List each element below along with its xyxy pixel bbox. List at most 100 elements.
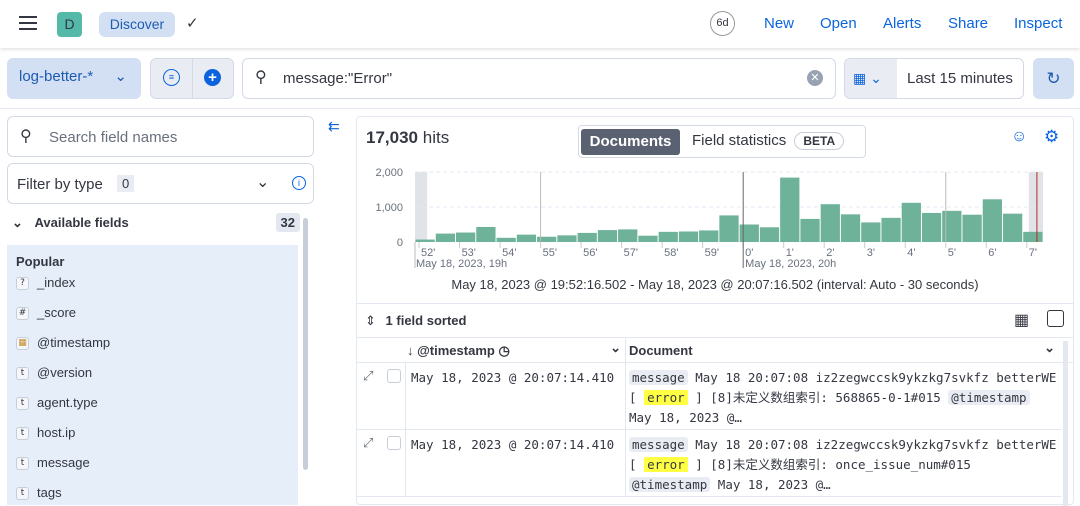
filter-menu-icon[interactable]: ≡ <box>163 69 180 86</box>
histogram-bar <box>759 227 780 242</box>
histogram-bar <box>557 235 577 242</box>
filter-label: Filter by type <box>17 176 103 193</box>
top-header: D Discover ✓ 6d New Open Alerts Share In… <box>0 0 1080 48</box>
date-type-icon: ▦ <box>16 337 29 351</box>
field-item[interactable]: t agent.type <box>16 395 98 411</box>
table-view-icon[interactable]: ▦ <box>1014 312 1030 329</box>
open-link[interactable]: Open <box>820 15 857 32</box>
histogram-bar <box>618 229 638 242</box>
available-fields-header[interactable]: ⌄ Available fields 32 <box>12 213 300 232</box>
clear-icon[interactable]: ✕ <box>807 70 823 86</box>
histogram-bar <box>435 233 456 242</box>
ai-assistant-icon[interactable]: ☺ <box>1011 128 1028 145</box>
histogram-bar <box>1023 231 1043 242</box>
histogram-bar <box>840 214 861 242</box>
field-item[interactable]: ▦ @timestamp <box>16 335 111 351</box>
main-panel: 17,030 hits Documents Field statistics B… <box>356 116 1074 506</box>
field-search-input[interactable]: ⚲ Search field names <box>7 116 314 157</box>
sidebar: ⚲ Search field names Filter by type 0 ⌄ … <box>0 110 340 505</box>
collapse-sidebar-icon[interactable]: ⇇ <box>328 118 340 134</box>
popular-fields-section <box>7 245 298 505</box>
expand-icon[interactable]: ⤢ <box>363 435 374 450</box>
share-link[interactable]: Share <box>948 15 989 32</box>
unknown-type-icon: ? <box>16 277 29 291</box>
data-view-selector[interactable]: log-better-* ⌄ <box>7 58 141 99</box>
gear-icon[interactable]: ⚙ <box>1044 127 1060 146</box>
sidebar-scrollbar[interactable] <box>303 218 308 470</box>
glasses-icon[interactable]: 6d <box>710 11 735 36</box>
field-key-tag: @timestamp <box>948 390 1030 405</box>
x-tick-label: 52' <box>421 247 435 259</box>
field-key-tag: @timestamp <box>629 477 711 492</box>
row-checkbox[interactable] <box>387 436 401 450</box>
x-tick-label: 1' <box>786 247 794 259</box>
histogram-bar <box>638 235 658 242</box>
column-document[interactable]: Document ⌄ <box>629 340 1055 358</box>
y-tick-label: 2,000 <box>375 167 403 179</box>
query-bar: log-better-* ⌄ ≡ + ⚲ message:"Error" ✕ ▦ … <box>0 49 1080 109</box>
avatar[interactable]: D <box>57 12 82 37</box>
query-input[interactable]: ⚲ message:"Error" ✕ <box>242 58 836 99</box>
field-item[interactable]: t @version <box>16 365 92 381</box>
fullscreen-icon[interactable] <box>1047 310 1064 327</box>
field-item[interactable]: t message <box>16 455 90 471</box>
histogram-bar <box>678 231 699 242</box>
histogram-bar <box>496 237 516 242</box>
breadcrumb-discover[interactable]: Discover <box>99 12 175 37</box>
x-tick-label: 4' <box>907 247 915 259</box>
tab-documents[interactable]: Documents <box>581 129 680 155</box>
row-document: message May 18 20:07:08 iz2zegwccsk9ykzk… <box>629 437 1057 492</box>
time-range-caption: May 18, 2023 @ 19:52:16.502 - May 18, 20… <box>451 277 979 292</box>
histogram-bar <box>597 230 618 242</box>
add-filter-icon[interactable]: + <box>204 69 221 86</box>
x-tick-label: 6' <box>988 247 996 259</box>
histogram-bar <box>476 226 496 242</box>
table-scrollbar[interactable] <box>1063 341 1068 506</box>
string-type-icon: t <box>16 367 29 381</box>
filter-by-type[interactable]: Filter by type 0 ⌄ i <box>7 163 314 204</box>
x-sub-label: May 18, 2023, 20h <box>745 258 836 270</box>
view-tabs: Documents Field statistics BETA <box>578 125 866 158</box>
field-name: agent.type <box>37 395 98 410</box>
histogram-bar <box>881 217 901 242</box>
column-timestamp[interactable]: ↓ @timestamp ◷ ⌄ <box>407 340 621 358</box>
histogram-bar <box>739 224 759 242</box>
histogram-bar <box>962 214 982 242</box>
row-checkbox[interactable] <box>387 369 401 383</box>
histogram-bar <box>982 199 1002 242</box>
field-item[interactable]: t host.ip <box>16 425 76 441</box>
histogram-bar <box>456 232 476 242</box>
row-timestamp: May 18, 2023 @ 20:07:14.410 <box>411 437 615 452</box>
field-item[interactable]: t tags <box>16 485 62 501</box>
menu-icon[interactable] <box>19 16 37 30</box>
new-link[interactable]: New <box>764 15 795 32</box>
field-item[interactable]: ? _index <box>16 275 75 291</box>
search-icon: ⚲ <box>255 69 267 86</box>
beta-badge: BETA <box>794 132 845 150</box>
clock-icon: ◷ <box>498 343 510 358</box>
refresh-button[interactable]: ↻ <box>1033 58 1074 99</box>
tab-field-statistics[interactable]: Field statistics BETA <box>692 132 845 150</box>
expand-icon[interactable]: ⤢ <box>363 368 374 383</box>
histogram-chart: 2,000 1,000 0 52' 53' 54' 55' 56' 57' 58' 59' 0' 1' 2… <box>375 167 1043 270</box>
sort-indicator[interactable]: ⇕ 1 field sorted <box>365 313 467 328</box>
field-key-tag: message <box>629 370 688 385</box>
histogram-bar <box>537 236 557 242</box>
histogram-bar <box>921 212 942 242</box>
field-name: host.ip <box>37 425 76 440</box>
inspect-link[interactable]: Inspect <box>1014 15 1063 32</box>
field-item[interactable]: # _score <box>16 305 76 321</box>
histogram-bar <box>942 210 962 242</box>
field-name: @timestamp <box>37 335 111 350</box>
check-icon[interactable]: ✓ <box>186 15 199 32</box>
date-picker[interactable]: ▦ ⌄ Last 15 minutes <box>844 58 1024 99</box>
time-range-label: Last 15 minutes <box>907 70 1013 87</box>
histogram-bar <box>577 232 597 242</box>
string-type-icon: t <box>16 457 29 471</box>
x-tick-label: 53' <box>462 247 476 259</box>
calendar-icon[interactable]: ▦ ⌄ <box>845 59 897 98</box>
info-icon[interactable]: i <box>292 176 306 190</box>
row-document: message May 18 20:07:08 iz2zegwccsk9ykzk… <box>629 370 1057 425</box>
out-of-range-shade <box>1028 172 1043 242</box>
alerts-link[interactable]: Alerts <box>883 15 922 32</box>
